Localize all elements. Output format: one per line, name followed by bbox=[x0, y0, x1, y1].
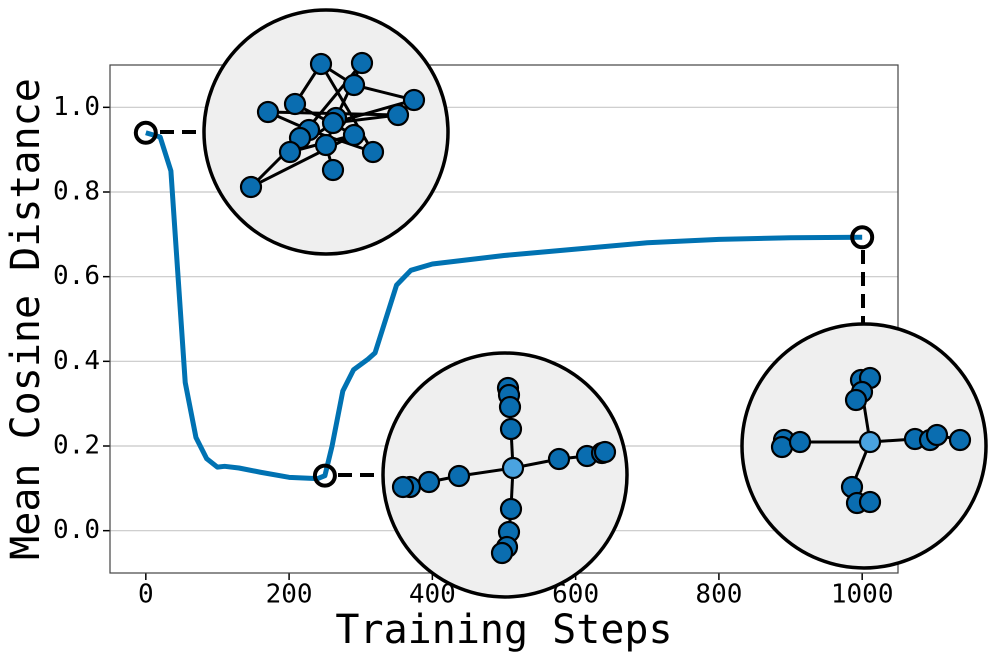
y-tick-label: 0.2 bbox=[53, 431, 100, 461]
y-tick-label: 0.4 bbox=[53, 346, 100, 376]
graph-node bbox=[593, 440, 617, 464]
graph-node bbox=[350, 51, 374, 75]
graph-node bbox=[501, 456, 525, 480]
graph-node bbox=[314, 133, 338, 157]
x-tick-label: 200 bbox=[266, 580, 313, 610]
y-tick-label: 0.0 bbox=[53, 515, 100, 545]
graph-node bbox=[499, 497, 523, 521]
graph-node bbox=[239, 175, 263, 199]
x-tick-label: 800 bbox=[695, 580, 742, 610]
graph-node bbox=[283, 92, 307, 116]
graph-node bbox=[321, 158, 345, 182]
highlight-point bbox=[312, 463, 337, 488]
graph-node bbox=[321, 111, 345, 135]
highlight-point bbox=[133, 120, 158, 145]
graph-node bbox=[256, 100, 280, 124]
graph-node bbox=[417, 470, 441, 494]
inset bbox=[202, 8, 450, 256]
graph-node bbox=[858, 490, 882, 514]
graph-node bbox=[499, 417, 523, 441]
graph-node bbox=[391, 475, 415, 499]
graph-node bbox=[402, 88, 426, 112]
graph-node bbox=[386, 103, 410, 127]
graph-node bbox=[844, 388, 868, 412]
highlight-point bbox=[850, 225, 875, 250]
x-axis-label: Training Steps bbox=[335, 607, 672, 653]
x-tick-label: 0 bbox=[138, 580, 154, 610]
x-tick-label: 1000 bbox=[831, 580, 894, 610]
graph-node bbox=[547, 447, 571, 471]
graph-node bbox=[342, 73, 366, 97]
graph-node bbox=[788, 430, 812, 454]
y-axis-label: Mean Cosine Distance bbox=[3, 78, 49, 560]
graph-node bbox=[948, 428, 972, 452]
graph-node bbox=[858, 430, 882, 454]
graph-node bbox=[498, 395, 522, 419]
graph-node bbox=[309, 52, 333, 76]
line bbox=[145, 130, 863, 482]
graph-node bbox=[490, 541, 514, 565]
graph-node bbox=[770, 435, 794, 459]
graph-node bbox=[925, 423, 949, 447]
graph-node bbox=[361, 140, 385, 164]
graph-node bbox=[342, 123, 366, 147]
y-tick-label: 0.8 bbox=[53, 177, 100, 207]
y-tick-label: 0.6 bbox=[53, 261, 100, 291]
y-tick-label: 1.0 bbox=[53, 92, 100, 122]
graph-node bbox=[278, 140, 302, 164]
graph-node bbox=[447, 464, 471, 488]
